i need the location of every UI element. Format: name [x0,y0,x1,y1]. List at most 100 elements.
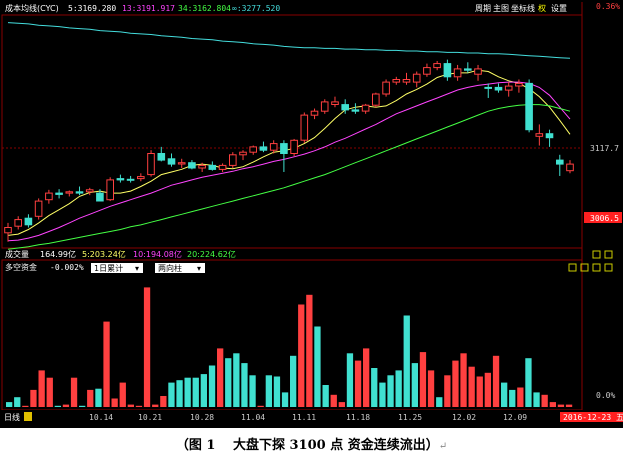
date-label: 12.02 [452,413,476,422]
fund-bar [233,353,240,407]
period-select[interactable] [91,263,143,273]
candle-body [126,178,135,181]
candle-body [412,73,421,83]
fund-bar [152,404,159,407]
funds-panel-settings-icon[interactable] [568,263,577,272]
ma34-value: 34:3162.804 [178,4,231,13]
fund-bar [160,396,167,407]
candle [290,138,298,157]
caption-text: （图 1 大盘下探 3100 点 资金连续流出） [175,438,439,453]
candle [75,186,84,196]
candle [269,140,278,154]
toolbar-rights[interactable]: 权 [538,3,546,13]
period-tab-daily[interactable]: 日线 [4,412,20,422]
fund-bar [541,394,548,407]
fund-bar [14,397,21,407]
candle [239,150,247,161]
candle-body [259,146,268,151]
candle-body [147,153,155,176]
candle-body [106,179,115,201]
candle [65,190,74,197]
fund-bar [403,315,410,407]
candle-body [320,101,329,112]
ma-line-inf [7,22,571,59]
stock-chart-window[interactable]: 成本均线(CYC) 5:3169.280 13:3191.917 34:3162… [0,0,623,428]
candle-body [402,79,411,83]
fund-bar [436,397,443,407]
funds-panel-zoom-icon[interactable] [580,263,589,272]
date-label: 10.21 [138,413,162,422]
candle-body [239,151,247,156]
candle [259,141,268,153]
candle [85,187,94,196]
period-tab-indicator-icon[interactable] [24,412,32,421]
funds-panel-search-icon[interactable] [592,263,601,272]
fund-bar [46,377,53,407]
candle-body [361,104,370,112]
candle [545,129,554,147]
candle-body [55,192,63,195]
fund-bar [411,363,418,407]
volume-panel-close-icon[interactable] [604,250,613,259]
fund-bar [257,405,264,407]
right-axis-price-mid: 3117.7 [590,144,619,153]
fund-bar [549,402,556,407]
candle-body [484,86,492,89]
candle [218,163,227,172]
candle [556,154,564,176]
fund-bar [70,377,78,407]
candle [208,161,217,171]
fund-bar [87,389,94,407]
funds-panel-close-icon[interactable] [604,263,613,272]
volume-panel-settings-icon[interactable] [592,250,601,259]
candlesticks [4,59,574,242]
fund-flow-bars [6,287,573,407]
date-label: 11.04 [241,413,265,422]
candle [198,162,206,172]
date-label: 12.09 [503,413,527,422]
toolbar-period[interactable]: 周期 [475,4,491,13]
fund-bar [509,389,516,407]
candle [484,83,492,98]
candle-body [392,79,401,83]
candle-body [290,139,298,155]
candle-body [443,63,452,78]
candle-body [116,178,125,181]
bar-type-select[interactable] [155,263,205,273]
candle [453,64,462,81]
candle-body [14,219,22,227]
fund-bar [492,355,500,407]
volume-value: 164.99亿 [40,249,76,259]
candle-body [45,192,53,201]
candle [504,82,513,97]
candle-body [545,133,554,139]
fund-bar [468,366,475,407]
fund-bar [54,405,61,407]
fund-bar [322,385,329,407]
kline-canvas[interactable]: 成本均线(CYC) 5:3169.280 13:3191.917 34:3162… [0,0,623,428]
fund-bar [565,404,573,407]
candle-body [310,110,319,116]
fund-bar [452,360,459,407]
fund-bar [273,376,281,407]
date-bar [0,410,623,428]
fund-bar [30,389,37,407]
ma-line-5 [7,69,571,236]
candle-body [188,162,196,169]
toolbar-axis-line[interactable]: 坐标线 [511,3,535,13]
right-axis-pct: 0.36% [596,2,620,11]
fund-bar [192,377,199,407]
candle [443,59,452,81]
volume-label: 成交量 [5,249,29,259]
date-label: 11.11 [292,413,316,422]
candle [106,177,115,202]
candle [126,175,135,183]
fund-bar [314,326,321,407]
fund-bar [379,382,386,407]
toolbar-main-chart[interactable]: 主图 [493,3,509,13]
candle [566,160,574,174]
toolbar-settings[interactable]: 设置 [551,3,567,13]
fund-bar [217,348,224,407]
fund-bar [306,294,313,407]
candle [4,222,12,242]
